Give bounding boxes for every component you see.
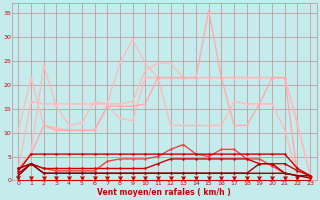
X-axis label: Vent moyen/en rafales ( km/h ): Vent moyen/en rafales ( km/h ) [97, 188, 231, 197]
